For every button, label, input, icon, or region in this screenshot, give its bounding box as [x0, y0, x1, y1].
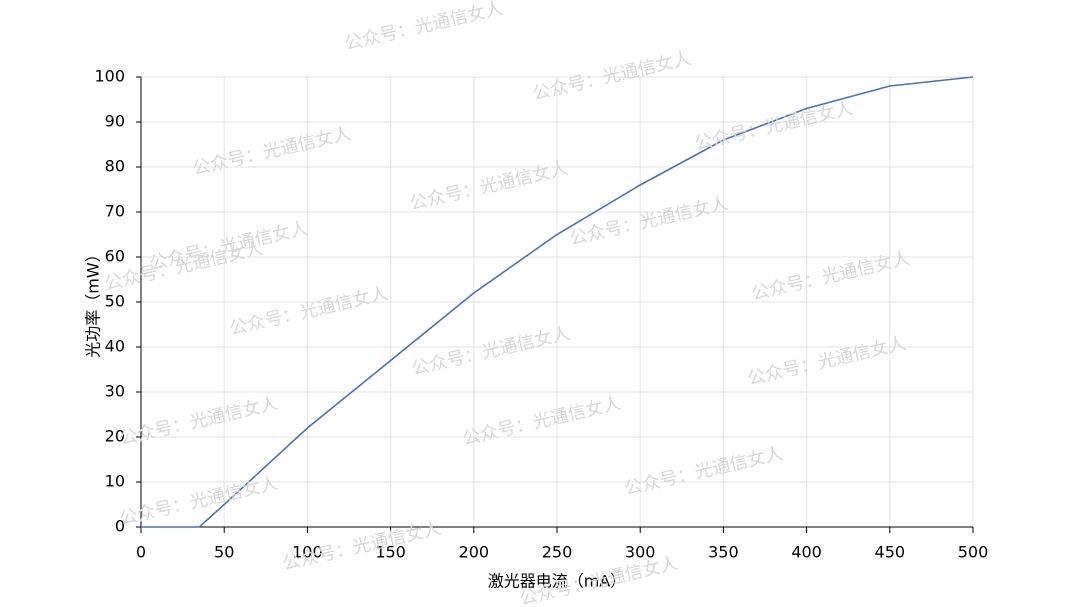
y-tick-label: 20: [105, 427, 125, 446]
y-tick-label: 100: [94, 67, 125, 86]
y-tick-label: 10: [105, 472, 125, 491]
x-axis-label: 激光器电流（mA）: [488, 572, 627, 591]
watermark: 公众号：光通信女人: [343, 0, 506, 55]
watermark: 公众号：光通信女人: [746, 333, 909, 390]
x-tick-label: 50: [214, 543, 234, 562]
y-tick-label: 0: [115, 517, 125, 536]
y-tick-label: 70: [105, 202, 125, 221]
watermark: 公众号：光通信女人: [118, 473, 281, 530]
y-tick-label: 60: [105, 247, 125, 266]
x-tick-label: 250: [542, 543, 573, 562]
x-tick-label: 0: [136, 543, 146, 562]
watermark: 公众号：光通信女人: [750, 248, 913, 305]
watermark: 公众号：光通信女人: [568, 193, 731, 250]
y-axis-label: 光功率（mW）: [84, 246, 103, 357]
x-tick-label: 400: [791, 543, 822, 562]
x-tick-label: 150: [375, 543, 406, 562]
watermark: 公众号：光通信女人: [118, 393, 281, 450]
x-tick-label: 500: [958, 543, 989, 562]
x-tick-label: 200: [459, 543, 490, 562]
x-tick-label: 350: [708, 543, 739, 562]
data-line: [141, 76, 974, 528]
x-tick-label: 100: [292, 543, 323, 562]
watermark: 公众号：光通信女人: [623, 443, 786, 500]
y-tick-label: 30: [105, 382, 125, 401]
watermark: 公众号：光通信女人: [461, 393, 624, 450]
x-tick-label: 450: [875, 543, 906, 562]
watermark: 公众号：光通信女人: [531, 48, 694, 105]
watermark: 公众号：光通信女人: [191, 123, 354, 180]
watermark: 公众号：光通信女人: [228, 283, 391, 340]
watermark: 公众号：光通信女人: [410, 323, 573, 380]
y-tick-label: 80: [105, 157, 125, 176]
y-tick-label: 40: [105, 337, 125, 356]
watermark: 公众号：光通信女人: [408, 158, 571, 215]
y-tick-label: 50: [105, 292, 125, 311]
watermark: 公众号：光通信女人: [693, 98, 856, 155]
y-tick-label: 90: [105, 112, 125, 131]
x-tick-label: 300: [625, 543, 656, 562]
